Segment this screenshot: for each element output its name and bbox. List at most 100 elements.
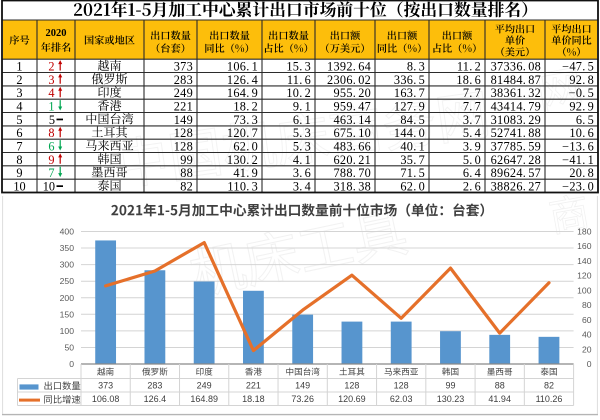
- svg-text:336.5: 336. 5: [394, 73, 425, 87]
- svg-text:249: 249: [197, 381, 212, 391]
- svg-text:160: 160: [577, 241, 592, 251]
- svg-text:18.2: 18. 2: [233, 100, 258, 114]
- svg-text:140: 140: [577, 256, 592, 266]
- svg-text:130.2: 130. 2: [227, 153, 258, 167]
- svg-text:164.89: 164.89: [190, 394, 218, 404]
- svg-text:92.8: 92. 8: [569, 73, 594, 87]
- svg-text:40.1: 40. 1: [400, 140, 425, 154]
- svg-text:−0.5: −0. 5: [569, 86, 595, 100]
- svg-text:110.3: 110. 3: [227, 180, 258, 194]
- svg-text:50: 50: [64, 342, 74, 352]
- svg-text:221: 221: [246, 381, 261, 391]
- svg-text:5.3: 5. 3: [293, 140, 311, 154]
- svg-text:163.7: 163. 7: [394, 86, 425, 100]
- svg-text:463.14: 463. 14: [333, 113, 371, 127]
- svg-text:1: 1: [48, 100, 54, 114]
- svg-text:6.1: 6. 1: [293, 113, 311, 127]
- svg-text:620.21: 620. 21: [333, 153, 371, 167]
- svg-text:20.8: 20. 8: [569, 166, 594, 180]
- svg-text:300: 300: [60, 260, 75, 270]
- svg-text:2: 2: [48, 60, 54, 74]
- svg-text:−13.6: −13. 6: [562, 140, 594, 154]
- svg-text:200: 200: [60, 293, 75, 303]
- svg-text:250: 250: [60, 276, 75, 286]
- svg-text:126.4: 126.4: [144, 394, 167, 404]
- svg-text:3.9: 3. 9: [463, 140, 481, 154]
- svg-text:73.3: 73. 3: [233, 113, 258, 127]
- svg-text:127.9: 127. 9: [394, 100, 425, 114]
- svg-text:62.03: 62.03: [390, 394, 413, 404]
- svg-text:38361.32: 38361. 32: [491, 86, 542, 100]
- svg-text:4: 4: [16, 100, 22, 114]
- svg-text:62.0: 62. 0: [233, 140, 258, 154]
- svg-text:959.47: 959. 47: [333, 100, 371, 114]
- svg-text:89624.57: 89624. 57: [491, 166, 542, 180]
- svg-text:35.7: 35. 7: [400, 153, 425, 167]
- svg-text:8.3: 8. 3: [407, 60, 425, 74]
- svg-text:144.0: 144. 0: [394, 126, 425, 140]
- svg-text:71.5: 71. 5: [400, 166, 425, 180]
- svg-text:149: 149: [174, 113, 193, 127]
- svg-text:120.69: 120.69: [338, 394, 366, 404]
- svg-text:4: 4: [48, 86, 54, 100]
- svg-text:5: 5: [16, 113, 22, 127]
- svg-text:221: 221: [174, 100, 193, 114]
- svg-text:99: 99: [180, 153, 193, 167]
- svg-text:788.70: 788. 70: [333, 166, 371, 180]
- svg-text:62.0: 62. 0: [400, 180, 425, 194]
- svg-text:18.6: 18. 6: [456, 73, 481, 87]
- svg-text:2306.02: 2306. 02: [327, 73, 371, 87]
- svg-text:955.20: 955. 20: [333, 86, 371, 100]
- svg-text:5.4: 5. 4: [463, 126, 481, 140]
- svg-text:10.2: 10. 2: [286, 86, 311, 100]
- svg-text:130.23: 130.23: [437, 394, 465, 404]
- svg-text:3.6: 3. 6: [293, 166, 311, 180]
- svg-text:675.10: 675. 10: [333, 126, 371, 140]
- svg-text:3.4: 3. 4: [293, 180, 311, 194]
- svg-text:9.1: 9. 1: [293, 100, 311, 114]
- svg-text:126.4: 126.4: [227, 73, 258, 87]
- svg-text:150: 150: [60, 309, 75, 319]
- svg-text:100: 100: [577, 285, 592, 295]
- svg-text:84.5: 84. 5: [400, 113, 425, 127]
- svg-text:128: 128: [174, 140, 193, 154]
- svg-text:350: 350: [60, 243, 75, 253]
- svg-text:9: 9: [16, 166, 22, 180]
- svg-text:40: 40: [582, 330, 592, 340]
- svg-text:1392.64: 1392. 64: [327, 60, 371, 74]
- svg-text:2.6: 2. 6: [463, 180, 481, 194]
- svg-text:373: 373: [98, 381, 113, 391]
- svg-text:5.0: 5. 0: [463, 153, 481, 167]
- svg-text:10: 10: [13, 180, 25, 194]
- svg-text:60: 60: [582, 315, 592, 325]
- svg-text:1: 1: [16, 60, 22, 74]
- svg-text:8: 8: [16, 153, 22, 167]
- svg-text:318.38: 318. 38: [333, 180, 371, 194]
- svg-text:11.2: 11. 2: [457, 60, 481, 74]
- svg-text:7.7: 7. 7: [463, 86, 481, 100]
- svg-text:20: 20: [582, 344, 592, 354]
- svg-text:81484.87: 81484. 87: [491, 73, 542, 87]
- svg-text:6.4: 6. 4: [463, 166, 481, 180]
- svg-text:80: 80: [582, 300, 592, 310]
- svg-text:128: 128: [174, 126, 193, 140]
- svg-text:283: 283: [174, 73, 193, 87]
- svg-text:400: 400: [60, 227, 75, 237]
- svg-text:82: 82: [544, 381, 554, 391]
- svg-text:6: 6: [48, 140, 54, 154]
- svg-text:180: 180: [577, 227, 592, 237]
- svg-text:92.9: 92. 9: [569, 100, 594, 114]
- svg-text:11.6: 11. 6: [287, 73, 311, 87]
- svg-text:82: 82: [180, 180, 193, 194]
- svg-text:43414.79: 43414. 79: [491, 100, 542, 114]
- svg-text:120.7: 120. 7: [227, 126, 258, 140]
- svg-text:10.6: 10. 6: [569, 126, 594, 140]
- svg-text:0: 0: [587, 359, 592, 369]
- svg-text:7: 7: [16, 140, 22, 154]
- svg-text:128: 128: [394, 381, 409, 391]
- svg-text:41.9: 41. 9: [233, 166, 258, 180]
- svg-text:4.1: 4. 1: [293, 153, 311, 167]
- svg-text:99: 99: [445, 381, 455, 391]
- svg-text:483.66: 483. 66: [333, 140, 371, 154]
- svg-text:6.5: 6. 5: [576, 113, 594, 127]
